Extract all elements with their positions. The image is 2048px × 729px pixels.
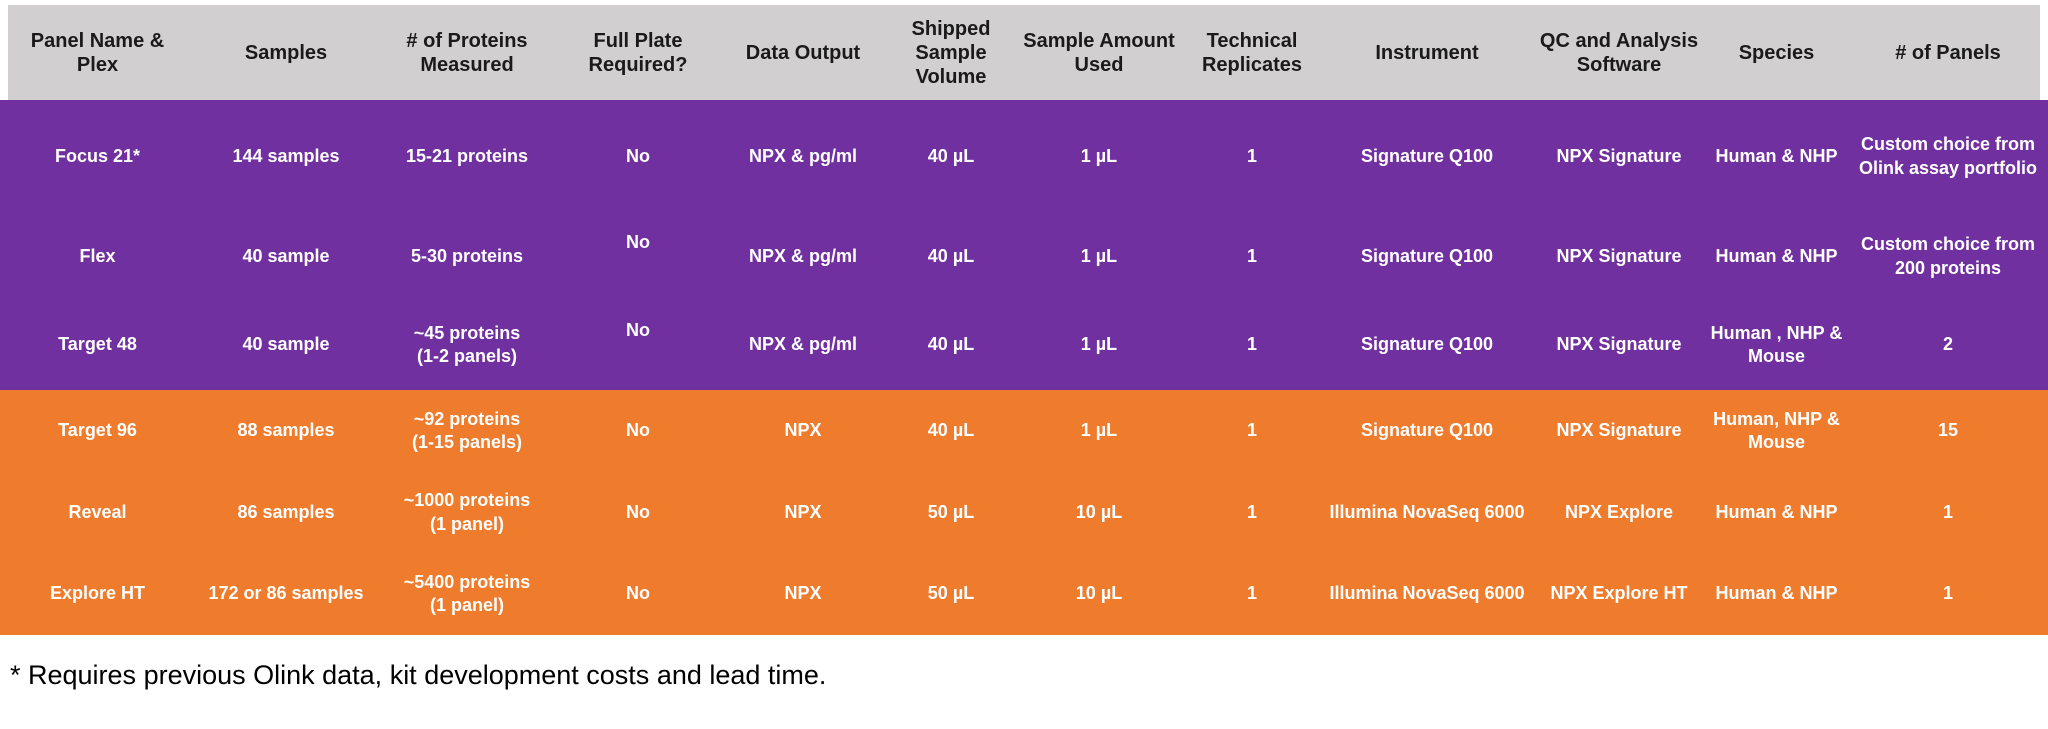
- target-48-cell-1: Target 48: [0, 300, 195, 390]
- explore-ht-cell-3: ~5400 proteins (1 panel): [377, 553, 557, 635]
- row-reveal: Reveal 86 samples ~1000 proteins (1 panel)…: [0, 472, 2048, 553]
- column-header-2: Samples: [195, 5, 377, 100]
- reveal-cell-8: 1: [1183, 472, 1321, 553]
- focus-21-cell-10: NPX Signature: [1533, 100, 1705, 213]
- column-header-11: Species: [1705, 5, 1848, 100]
- reveal-cell-11: Human & NHP: [1705, 472, 1848, 553]
- column-header-3: # of Proteins Measured: [377, 5, 557, 100]
- flex-cell-1: Flex: [0, 213, 195, 300]
- header-row: Panel Name & Plex Samples # of Proteins Me…: [0, 5, 2048, 100]
- flex-cell-5: NPX & pg/ml: [719, 213, 887, 300]
- reveal-cell-2: 86 samples: [195, 472, 377, 553]
- column-header-7: Sample Amount Used: [1015, 5, 1183, 100]
- target-96-cell-11: Human, NHP & Mouse: [1705, 390, 1848, 472]
- target-48-cell-4: No: [557, 300, 719, 390]
- header-left-margin: [0, 5, 8, 100]
- column-header-5: Data Output: [719, 5, 887, 100]
- focus-21-cell-1: Focus 21*: [0, 100, 195, 213]
- flex-cell-2: 40 sample: [195, 213, 377, 300]
- target-48-cell-6: 40 µL: [887, 300, 1015, 390]
- focus-21-cell-4: No: [557, 100, 719, 213]
- focus-21-cell-9: Signature Q100: [1321, 100, 1533, 213]
- header-right-margin: [2040, 5, 2048, 100]
- target-96-cell-4: No: [557, 390, 719, 472]
- flex-cell-4: No: [557, 213, 719, 300]
- reveal-cell-1: Reveal: [0, 472, 195, 553]
- reveal-cell-3: ~1000 proteins (1 panel): [377, 472, 557, 553]
- column-header-4: Full Plate Required?: [557, 5, 719, 100]
- explore-ht-cell-9: Illumina NovaSeq 6000: [1321, 553, 1533, 635]
- reveal-cell-7: 10 µL: [1015, 472, 1183, 553]
- focus-21-cell-12: Custom choice from Olink assay portfolio: [1848, 100, 2048, 213]
- flex-cell-8: 1: [1183, 213, 1321, 300]
- explore-ht-cell-2: 172 or 86 samples: [195, 553, 377, 635]
- target-96-cell-9: Signature Q100: [1321, 390, 1533, 472]
- explore-ht-cell-1: Explore HT: [0, 553, 195, 635]
- table-header: Panel Name & Plex Samples # of Proteins Me…: [0, 5, 2048, 100]
- reveal-cell-4: No: [557, 472, 719, 553]
- target-48-cell-8: 1: [1183, 300, 1321, 390]
- flex-cell-3: 5-30 proteins: [377, 213, 557, 300]
- column-header-10: QC and Analysis Software: [1533, 5, 1705, 100]
- target-48-cell-11: Human , NHP & Mouse: [1705, 300, 1848, 390]
- focus-21-cell-6: 40 µL: [887, 100, 1015, 213]
- explore-ht-cell-6: 50 µL: [887, 553, 1015, 635]
- target-96-cell-1: Target 96: [0, 390, 195, 472]
- reveal-cell-6: 50 µL: [887, 472, 1015, 553]
- focus-21-cell-7: 1 µL: [1015, 100, 1183, 213]
- target-48-cell-3: ~45 proteins (1-2 panels): [377, 300, 557, 390]
- explore-ht-cell-11: Human & NHP: [1705, 553, 1848, 635]
- column-header-6: Shipped Sample Volume: [887, 5, 1015, 100]
- flex-cell-6: 40 µL: [887, 213, 1015, 300]
- footnote: * Requires previous Olink data, kit deve…: [10, 660, 827, 690]
- flex-cell-10: NPX Signature: [1533, 213, 1705, 300]
- column-header-8: Technical Replicates: [1183, 5, 1321, 100]
- column-header-1: Panel Name & Plex: [0, 5, 195, 100]
- target-48-cell-7: 1 µL: [1015, 300, 1183, 390]
- reveal-cell-10: NPX Explore: [1533, 472, 1705, 553]
- focus-21-cell-2: 144 samples: [195, 100, 377, 213]
- target-48-cell-12: 2: [1848, 300, 2048, 390]
- explore-ht-cell-7: 10 µL: [1015, 553, 1183, 635]
- target-96-cell-6: 40 µL: [887, 390, 1015, 472]
- explore-ht-cell-10: NPX Explore HT: [1533, 553, 1705, 635]
- reveal-cell-9: Illumina NovaSeq 6000: [1321, 472, 1533, 553]
- flex-cell-11: Human & NHP: [1705, 213, 1848, 300]
- row-target-48: Target 48 40 sample ~45 proteins (1-2 pane…: [0, 300, 2048, 390]
- target-48-cell-2: 40 sample: [195, 300, 377, 390]
- table-body: Focus 21* 144 samples 15-21 proteins No NPX …: [0, 100, 2048, 635]
- focus-21-cell-11: Human & NHP: [1705, 100, 1848, 213]
- column-header-9: Instrument: [1321, 5, 1533, 100]
- row-focus-21: Focus 21* 144 samples 15-21 proteins No NPX …: [0, 100, 2048, 213]
- row-flex: Flex 40 sample 5-30 proteins No NPX & pg/ml 4…: [0, 213, 2048, 300]
- explore-ht-cell-12: 1: [1848, 553, 2048, 635]
- flex-cell-12: Custom choice from 200 proteins: [1848, 213, 2048, 300]
- focus-21-cell-5: NPX & pg/ml: [719, 100, 887, 213]
- target-96-cell-10: NPX Signature: [1533, 390, 1705, 472]
- target-96-cell-5: NPX: [719, 390, 887, 472]
- panel-comparison-table: Panel Name & Plex Samples # of Proteins Me…: [0, 5, 2048, 635]
- target-96-cell-3: ~92 proteins (1-15 panels): [377, 390, 557, 472]
- target-96-cell-7: 1 µL: [1015, 390, 1183, 472]
- flex-cell-9: Signature Q100: [1321, 213, 1533, 300]
- target-48-cell-10: NPX Signature: [1533, 300, 1705, 390]
- focus-21-cell-8: 1: [1183, 100, 1321, 213]
- target-96-cell-12: 15: [1848, 390, 2048, 472]
- row-explore-ht: Explore HT 172 or 86 samples ~5400 protein…: [0, 553, 2048, 635]
- explore-ht-cell-8: 1: [1183, 553, 1321, 635]
- flex-cell-7: 1 µL: [1015, 213, 1183, 300]
- target-96-cell-2: 88 samples: [195, 390, 377, 472]
- target-48-cell-5: NPX & pg/ml: [719, 300, 887, 390]
- reveal-cell-5: NPX: [719, 472, 887, 553]
- explore-ht-cell-4: No: [557, 553, 719, 635]
- explore-ht-cell-5: NPX: [719, 553, 887, 635]
- row-target-96: Target 96 88 samples ~92 proteins (1-15 pa…: [0, 390, 2048, 472]
- target-48-cell-9: Signature Q100: [1321, 300, 1533, 390]
- column-header-12: # of Panels: [1848, 5, 2048, 100]
- focus-21-cell-3: 15-21 proteins: [377, 100, 557, 213]
- reveal-cell-12: 1: [1848, 472, 2048, 553]
- target-96-cell-8: 1: [1183, 390, 1321, 472]
